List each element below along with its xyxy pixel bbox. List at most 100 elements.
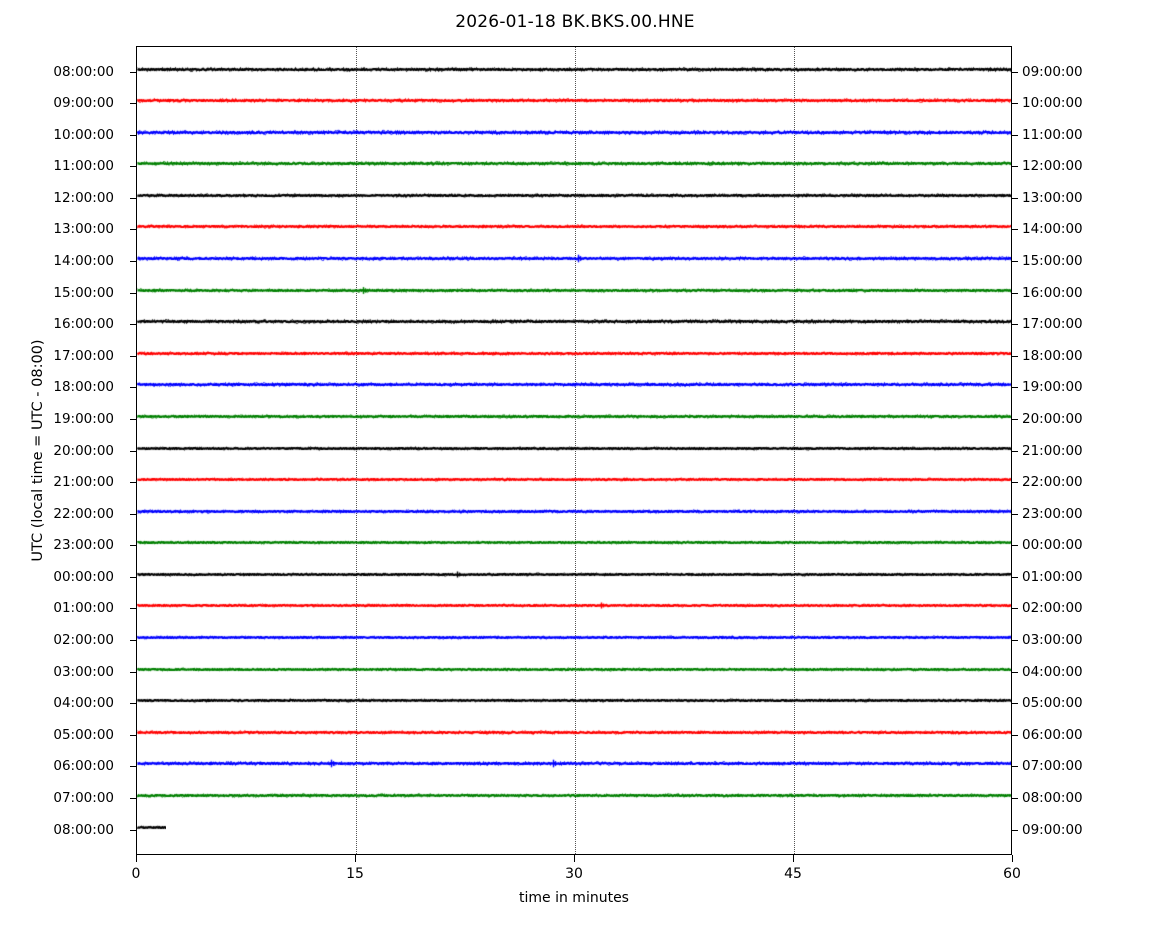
y-tick-left [130,103,137,105]
y-tick-label-left: 08:00:00 [53,821,114,838]
trace-waveform [137,788,1011,802]
y-tick-label-left: 22:00:00 [53,505,114,522]
y-tick-left [130,671,137,673]
y-tick-label-left: 11:00:00 [53,158,114,175]
y-tick-right [1011,324,1018,326]
y-tick-right [1011,513,1018,515]
y-axis-title: UTC (local time = UTC - 08:00) [30,339,46,562]
trace-row [137,94,1011,108]
x-tick-label: 0 [131,866,141,882]
y-tick-left [130,324,137,326]
y-tick-label-right: 21:00:00 [1022,442,1083,459]
y-tick-right [1011,482,1018,484]
y-tick-label-right: 00:00:00 [1022,537,1083,554]
y-tick-label-right: 13:00:00 [1022,189,1083,206]
y-tick-label-right: 15:00:00 [1022,253,1083,269]
y-tick-label-left: 07:00:00 [53,789,114,806]
y-tick-label-right: 18:00:00 [1022,347,1083,364]
trace-waveform [137,283,1011,297]
x-tick [574,855,575,862]
trace-waveform [137,725,1011,739]
y-tick-left [130,71,137,73]
y-tick-label-left: 09:00:00 [53,95,114,112]
trace-row [137,315,1011,329]
x-tick [136,855,137,862]
y-tick-label-left: 02:00:00 [53,632,114,648]
y-tick-left [130,545,137,547]
trace-row [137,409,1011,423]
trace-row [137,757,1011,771]
y-axis-right-labels: 09:00:00 10:00:00 11:00:00 12:00:00 13:00:00… [1022,46,1142,855]
y-axis-left-labels: 08:00:00 09:00:00 10:00:00 11:00:00 12:00:00… [0,46,126,855]
trace-waveform [137,188,1011,202]
trace-row [137,473,1011,487]
trace-waveform [137,441,1011,455]
y-tick-left [130,387,137,389]
trace-row [137,441,1011,455]
y-tick-right [1011,387,1018,389]
trace-waveform [137,409,1011,423]
plot-area [136,46,1012,855]
y-tick-label-right: 10:00:00 [1022,95,1083,112]
trace-row [137,820,166,834]
trace-waveform [137,125,1011,139]
trace-waveform [137,820,166,834]
y-tick-label-right: 04:00:00 [1022,663,1083,680]
trace-row [137,694,1011,708]
y-tick-label-right: 07:00:00 [1022,758,1083,775]
y-tick-right [1011,671,1018,673]
y-tick-label-right: 17:00:00 [1022,316,1083,333]
y-tick-label-left: 15:00:00 [53,284,114,301]
trace-waveform [137,252,1011,265]
y-tick-label-right: 11:00:00 [1022,126,1083,143]
y-tick-right [1011,71,1018,73]
trace-waveform [137,662,1011,676]
y-tick-label-right: 14:00:00 [1022,221,1083,238]
chart-title: 2026-01-18 BK.BKS.00.HNE [455,12,695,32]
y-tick-right [1011,797,1018,799]
y-tick-label-left: 23:00:00 [53,537,114,554]
trace-waveform [137,567,1011,581]
trace-row [137,504,1011,518]
trace-row [137,378,1011,392]
y-tick-right [1011,418,1018,420]
trace-row [137,188,1011,202]
y-tick-label-right: 08:00:00 [1022,789,1083,806]
trace-row [137,125,1011,139]
y-tick-label-right: 06:00:00 [1022,726,1083,743]
x-tick [1012,855,1013,862]
trace-row [137,157,1011,171]
y-tick-right [1011,734,1018,736]
trace-row [137,662,1011,676]
y-tick-right [1011,766,1018,768]
y-tick-left [130,703,137,705]
trace-row [137,631,1011,644]
trace-waveform [137,536,1011,550]
y-tick-left [130,197,137,199]
trace-row [137,346,1011,360]
trace-waveform [137,94,1011,108]
y-tick-right [1011,703,1018,705]
y-tick-left [130,513,137,515]
y-tick-label-right: 16:00:00 [1022,284,1083,301]
y-tick-label-left: 00:00:00 [53,568,114,585]
y-tick-label-left: 06:00:00 [53,758,114,775]
x-tick [793,855,794,862]
trace-waveform [137,157,1011,171]
y-tick-right [1011,134,1018,136]
y-tick-left [130,229,137,231]
y-tick-right [1011,103,1018,105]
x-tick-label: 45 [784,866,802,882]
trace-waveform [137,694,1011,708]
y-tick-label-right: 19:00:00 [1022,379,1083,396]
trace-row [137,62,1011,76]
trace-row [137,536,1011,550]
y-tick-label-right: 02:00:00 [1022,600,1083,617]
trace-waveform [137,62,1011,76]
y-tick-right [1011,640,1018,641]
y-tick-label-left: 10:00:00 [53,126,114,143]
y-tick-left [130,640,137,641]
y-tick-left [130,734,137,736]
y-tick-label-right: 01:00:00 [1022,568,1083,585]
